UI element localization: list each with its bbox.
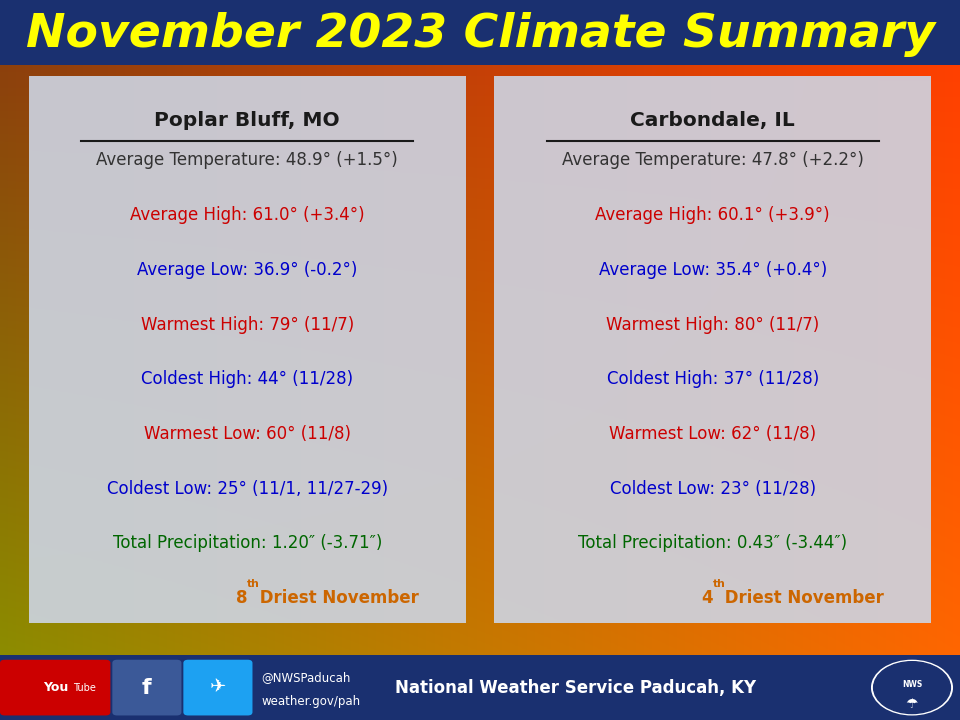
FancyBboxPatch shape (24, 70, 470, 629)
Text: Driest November: Driest November (719, 589, 884, 607)
Text: @NWSPaducah: @NWSPaducah (261, 671, 350, 685)
Text: Poplar Bluff, MO: Poplar Bluff, MO (155, 111, 340, 130)
Text: Tube: Tube (73, 683, 96, 693)
Text: Coldest High: 44° (11/28): Coldest High: 44° (11/28) (141, 370, 353, 388)
Text: Total Precipitation: 0.43″ (-3.44″): Total Precipitation: 0.43″ (-3.44″) (578, 534, 848, 552)
FancyBboxPatch shape (0, 660, 110, 716)
Text: Warmest High: 80° (11/7): Warmest High: 80° (11/7) (606, 315, 820, 333)
Text: NWS: NWS (901, 680, 923, 689)
Text: Average Temperature: 47.8° (+2.2°): Average Temperature: 47.8° (+2.2°) (562, 151, 864, 169)
Text: Coldest High: 37° (11/28): Coldest High: 37° (11/28) (607, 370, 819, 388)
Text: Coldest Low: 25° (11/1, 11/27-29): Coldest Low: 25° (11/1, 11/27-29) (107, 480, 388, 498)
Text: Total Precipitation: 1.20″ (-3.71″): Total Precipitation: 1.20″ (-3.71″) (112, 534, 382, 552)
Text: ✈: ✈ (209, 677, 227, 696)
Text: National Weather Service Paducah, KY: National Weather Service Paducah, KY (396, 678, 756, 697)
Text: Warmest Low: 62° (11/8): Warmest Low: 62° (11/8) (610, 425, 816, 443)
Text: Warmest Low: 60° (11/8): Warmest Low: 60° (11/8) (144, 425, 350, 443)
Text: 4: 4 (701, 589, 712, 607)
Text: weather.gov/pah: weather.gov/pah (261, 696, 360, 708)
FancyBboxPatch shape (183, 660, 252, 716)
Text: You: You (43, 681, 68, 694)
Text: Carbondale, IL: Carbondale, IL (631, 111, 795, 130)
Text: Coldest Low: 23° (11/28): Coldest Low: 23° (11/28) (610, 480, 816, 498)
Circle shape (872, 660, 952, 715)
Text: November 2023 Climate Summary: November 2023 Climate Summary (26, 12, 934, 57)
Text: f: f (142, 678, 152, 698)
Text: Driest November: Driest November (253, 589, 419, 607)
FancyBboxPatch shape (490, 70, 936, 629)
Text: th: th (248, 580, 260, 590)
Text: 8: 8 (236, 589, 248, 607)
Text: ☂: ☂ (905, 697, 919, 711)
Text: Warmest High: 79° (11/7): Warmest High: 79° (11/7) (140, 315, 354, 333)
Text: Average High: 61.0° (+3.4°): Average High: 61.0° (+3.4°) (130, 206, 365, 224)
Text: Average Low: 36.9° (-0.2°): Average Low: 36.9° (-0.2°) (137, 261, 357, 279)
FancyBboxPatch shape (112, 660, 181, 716)
Text: th: th (712, 580, 726, 590)
Text: Average Low: 35.4° (+0.4°): Average Low: 35.4° (+0.4°) (599, 261, 827, 279)
Text: Average High: 60.1° (+3.9°): Average High: 60.1° (+3.9°) (595, 206, 830, 224)
Text: Average Temperature: 48.9° (+1.5°): Average Temperature: 48.9° (+1.5°) (96, 151, 398, 169)
Circle shape (874, 662, 950, 714)
